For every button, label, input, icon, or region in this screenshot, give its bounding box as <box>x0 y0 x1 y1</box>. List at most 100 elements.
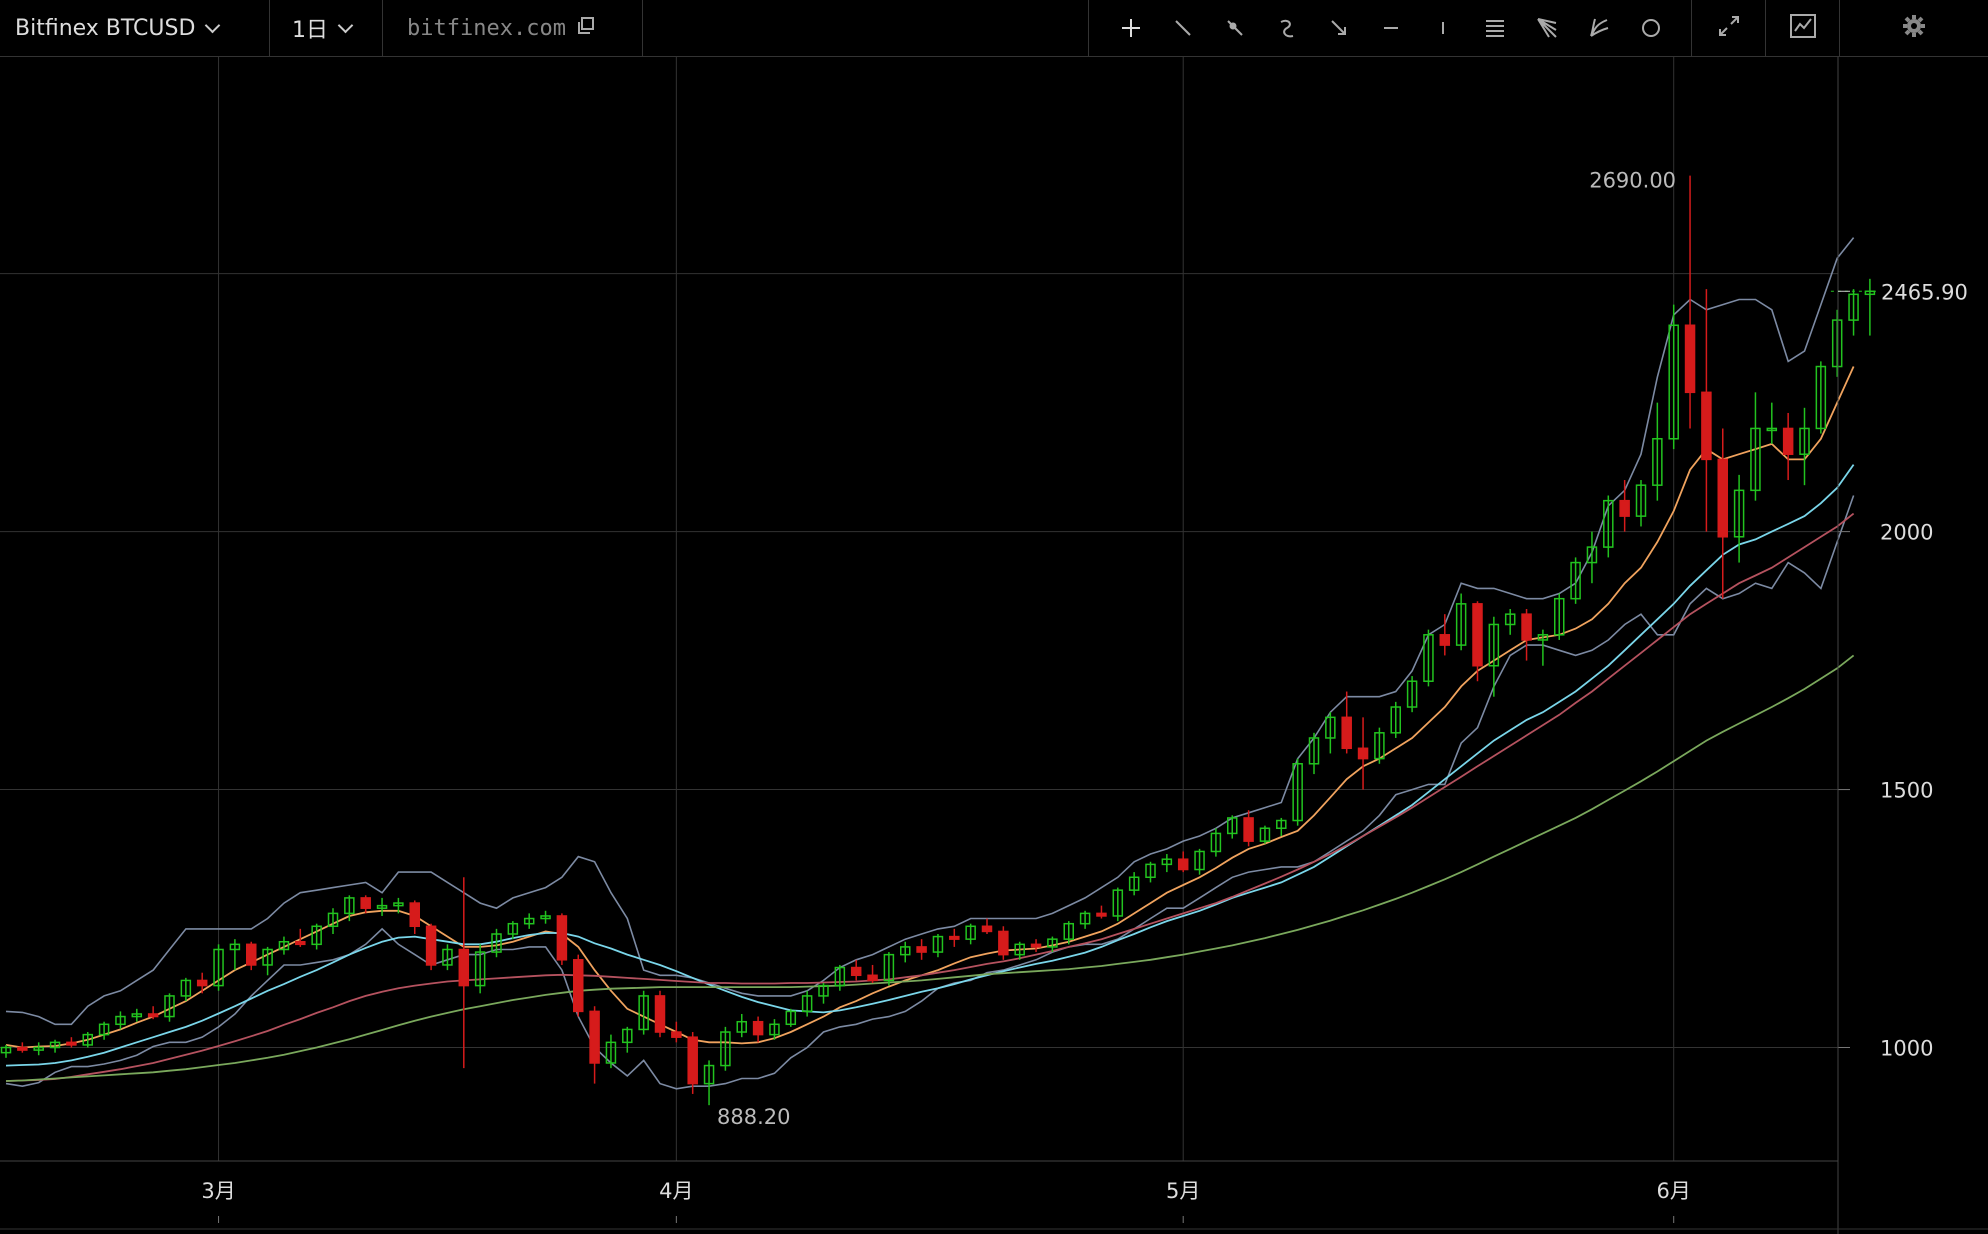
candle-down <box>687 1036 698 1085</box>
axes: 1000 1500 2000 3月 4月 5月 6月 <box>0 57 1988 1234</box>
candle-up <box>1815 365 1827 430</box>
candle-up <box>1635 484 1647 517</box>
candle-up <box>1227 817 1238 835</box>
candle-up <box>1406 680 1418 708</box>
candle-down <box>998 930 1009 956</box>
candle-up <box>1799 427 1810 455</box>
candle-up <box>1570 561 1581 600</box>
candle-up <box>1210 832 1222 853</box>
candle-down <box>573 959 584 1013</box>
candle-up <box>1161 858 1173 866</box>
gann-fan-icon[interactable] <box>1573 0 1625 56</box>
candle-up <box>442 948 453 966</box>
candle-down <box>1341 716 1352 750</box>
candle-up <box>1668 324 1679 440</box>
candle-up <box>1455 603 1467 646</box>
arrow-icon[interactable] <box>1313 0 1365 56</box>
candle-up <box>540 915 551 920</box>
candle-up <box>311 925 322 946</box>
parallel-lines-icon[interactable] <box>1469 0 1521 56</box>
ray-icon[interactable] <box>1209 0 1261 56</box>
candle-up <box>1308 737 1320 765</box>
candle-up <box>1766 427 1778 432</box>
candle-up <box>1831 319 1843 368</box>
candle-up <box>785 1010 797 1026</box>
candle-up <box>523 917 535 925</box>
candle-down <box>1701 391 1712 461</box>
candle-down <box>246 943 257 966</box>
symbol-label: Bitfinex BTCUSD <box>15 15 196 41</box>
interval-label: 1日 <box>292 18 328 43</box>
settings-button[interactable] <box>1840 0 1988 56</box>
candle-up <box>965 925 976 940</box>
candle-up <box>344 897 355 915</box>
candle-up <box>327 912 339 928</box>
chevron-down-icon <box>337 17 354 33</box>
candle-up <box>213 948 224 987</box>
candle-up <box>1292 763 1303 822</box>
candle-up <box>605 1041 617 1064</box>
ma-slower-line <box>5 654 1855 1082</box>
candle-up <box>1145 863 1156 879</box>
y-tick-label: 1500 <box>1880 779 1933 803</box>
candle-up <box>1047 938 1058 948</box>
candle-down <box>66 1041 77 1046</box>
low-price-label: 888.20 <box>717 1105 790 1129</box>
candle-up <box>769 1023 780 1036</box>
circle-icon[interactable] <box>1625 0 1677 56</box>
candle-down <box>1472 603 1483 667</box>
candle-down <box>409 902 420 928</box>
candle-up <box>883 953 895 982</box>
candle-up <box>1864 290 1876 296</box>
vertical-line-icon[interactable] <box>1417 0 1469 56</box>
candle-down <box>1521 613 1532 641</box>
candle-down <box>654 995 666 1033</box>
gear-icon <box>1901 13 1927 43</box>
candle-up <box>278 940 290 951</box>
curve-icon[interactable] <box>1261 0 1313 56</box>
candle-up <box>638 995 649 1031</box>
interval-selector[interactable]: 1日 <box>270 0 383 56</box>
candle-down <box>1243 817 1254 842</box>
candle-up <box>1276 819 1287 830</box>
copy-icon[interactable] <box>576 16 596 40</box>
indicator-icon <box>1789 13 1817 43</box>
candle-down <box>295 940 306 946</box>
annotations: 2690.00 888.20 2465.90 <box>717 169 1968 1130</box>
candle-down <box>981 925 993 933</box>
indicator-button[interactable] <box>1766 0 1840 56</box>
ma-mid-line <box>5 464 1855 1067</box>
source-link[interactable]: bitfinex.com <box>383 0 643 56</box>
candle-up <box>115 1015 126 1026</box>
candle-down <box>850 966 862 977</box>
candle-down <box>1439 634 1451 646</box>
bollinger-lower-line <box>5 495 1855 1090</box>
fan-icon[interactable] <box>1521 0 1573 56</box>
candle-down <box>1717 458 1728 538</box>
price-chart[interactable]: 1000 1500 2000 3月 4月 5月 6月 2690.00 888.20 2465.9… <box>0 57 1988 1234</box>
x-tick-label: 5月 <box>1166 1179 1200 1203</box>
candle-up <box>1112 889 1124 917</box>
horizontal-line-icon[interactable] <box>1365 0 1417 56</box>
candle-up <box>1325 716 1336 739</box>
candle-down <box>458 948 470 987</box>
crosshair-icon[interactable] <box>1105 0 1157 56</box>
candle-up <box>33 1046 44 1051</box>
candle-up <box>1537 634 1549 641</box>
candle-up <box>262 948 273 966</box>
candle-down <box>589 1010 600 1064</box>
candle-down <box>916 946 927 953</box>
candle-up <box>1063 922 1074 940</box>
fullscreen-button[interactable] <box>1692 0 1766 56</box>
trend-line-icon[interactable] <box>1157 0 1209 56</box>
candle-up <box>1423 634 1434 682</box>
candle-up <box>1652 438 1663 486</box>
candle-up <box>393 902 404 907</box>
candle-up <box>507 922 519 935</box>
candle-down <box>1030 943 1042 948</box>
candle-up <box>1194 850 1205 871</box>
symbol-selector[interactable]: Bitfinex BTCUSD <box>0 0 270 56</box>
candle-up <box>932 935 944 953</box>
candle-up <box>1504 613 1516 626</box>
candle-down <box>1619 499 1630 517</box>
